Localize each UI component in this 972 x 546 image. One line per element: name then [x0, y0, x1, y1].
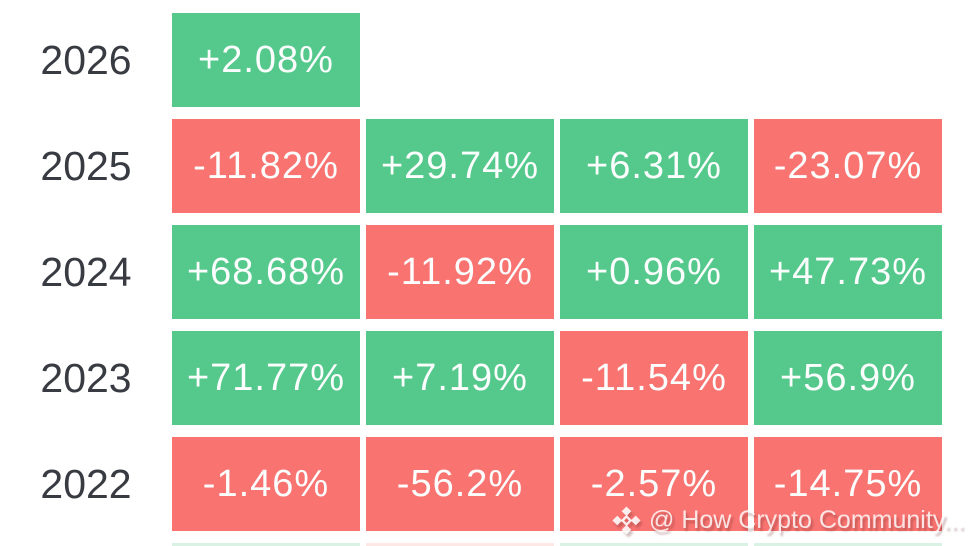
return-cell: +7.19%	[366, 331, 554, 425]
heatmap-grid: 2026 +2.08% 2025 -11.82% +29.74% +6.31% -23.07…	[0, 13, 948, 543]
return-cell: +29.74%	[366, 119, 554, 213]
return-cell: -2.57%	[560, 437, 748, 531]
return-cell: -14.75%	[754, 437, 942, 531]
partial-return-cell	[754, 543, 942, 546]
return-cell: -1.46%	[172, 437, 360, 531]
return-cell: -23.07%	[754, 119, 942, 213]
return-cell: +68.68%	[172, 225, 360, 319]
return-cell: +2.08%	[172, 13, 360, 107]
return-cell: -11.54%	[560, 331, 748, 425]
heatmap-row-2025: 2025 -11.82% +29.74% +6.31% -23.07%	[0, 119, 948, 213]
return-cell: +47.73%	[754, 225, 942, 319]
heatmap-row-2024: 2024 +68.68% -11.92% +0.96% +47.73%	[0, 225, 948, 319]
return-cell: +56.9%	[754, 331, 942, 425]
partial-return-cell	[560, 543, 748, 546]
heatmap-row-2023: 2023 +71.77% +7.19% -11.54% +56.9%	[0, 331, 948, 425]
heatmap-row-2022: 2022 -1.46% -56.2% -2.57% -14.75%	[0, 437, 948, 531]
return-cell: -11.82%	[172, 119, 360, 213]
return-cell: +0.96%	[560, 225, 748, 319]
partial-return-cell	[172, 543, 360, 546]
return-cell: +71.77%	[172, 331, 360, 425]
return-cell: -11.92%	[366, 225, 554, 319]
return-cell: +6.31%	[560, 119, 748, 213]
year-label: 2022	[40, 460, 132, 507]
partial-return-cell	[366, 543, 554, 546]
year-label: 2023	[40, 354, 132, 401]
return-cell: -56.2%	[366, 437, 554, 531]
year-label: 2025	[40, 142, 132, 189]
year-label: 2026	[40, 36, 132, 83]
heatmap-row-2026: 2026 +2.08%	[0, 13, 948, 107]
next-row-partial	[172, 543, 948, 546]
year-label: 2024	[40, 248, 132, 295]
